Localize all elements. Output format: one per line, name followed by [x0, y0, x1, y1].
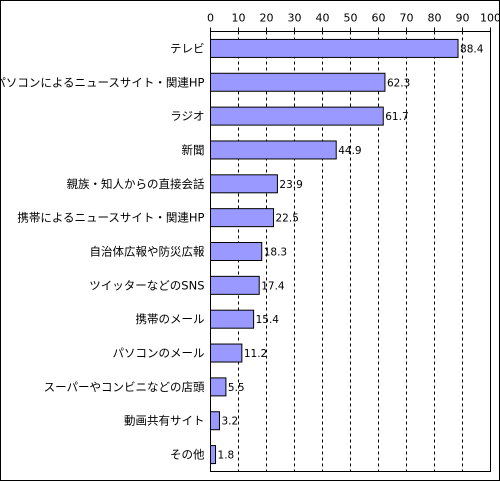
bar [210, 38, 459, 58]
data-label: 17.4 [261, 280, 285, 292]
category-label: 自治体広報や防災広報 [90, 245, 205, 259]
bars [210, 38, 459, 465]
data-label: 22.5 [276, 213, 299, 225]
data-label: 61.7 [385, 111, 408, 123]
value-labels: 88.4 62.3 61.7 44.9 23.9 22.5 18.3 17.4 15.4 11.2… [218, 43, 484, 461]
bar [210, 72, 386, 92]
bar [210, 208, 274, 228]
x-tick-label: 70 [400, 12, 414, 25]
grid-lines [238, 31, 463, 472]
data-label: 62.3 [387, 77, 410, 89]
category-label: 親族・知人からの直接会話 [67, 177, 205, 191]
data-label: 18.3 [264, 247, 287, 259]
data-label: 88.4 [460, 43, 484, 55]
x-tick-label: 30 [288, 12, 302, 25]
data-label: 23.9 [279, 179, 302, 191]
x-axis-ticks: 0 10 20 30 40 50 60 70 80 90 100 [207, 12, 500, 32]
category-label: 動画共有サイト [124, 414, 205, 428]
category-label: パソコンによるニュースサイト・関連HP [1, 75, 205, 89]
bar [210, 174, 278, 194]
category-label: ラジオ [170, 109, 204, 123]
bar [210, 445, 217, 465]
data-label: 5.5 [228, 382, 245, 394]
bar [210, 140, 337, 160]
plot-area-border [210, 31, 491, 472]
x-tick-label: 40 [316, 12, 330, 25]
x-tick-label: 10 [232, 12, 246, 25]
bar [210, 275, 260, 295]
data-label: 15.4 [256, 314, 280, 326]
x-tick-label: 90 [456, 12, 470, 25]
x-tick-label: 50 [344, 12, 358, 25]
data-label: 11.2 [244, 348, 267, 360]
category-label: 携帯のメール [136, 312, 205, 326]
bar [210, 411, 220, 431]
category-label: スーパーやコンビニなどの店頭 [44, 380, 205, 394]
category-label: 携帯によるニュースサイト・関連HP [17, 211, 204, 225]
x-tick-label: 20 [260, 12, 274, 25]
category-label: テレビ [170, 41, 205, 55]
category-label: その他 [170, 448, 205, 462]
x-tick-label: 100 [480, 12, 500, 25]
data-label: 3.2 [221, 416, 238, 428]
bar [210, 106, 384, 126]
bar [210, 309, 255, 329]
category-label: パソコンのメール [113, 346, 205, 360]
data-label: 1.8 [218, 450, 235, 462]
bar [210, 377, 227, 397]
x-tick-label: 80 [428, 12, 442, 25]
x-tick-label: 0 [207, 12, 214, 25]
category-label: 新聞 [182, 143, 205, 157]
category-label: ツイッターなどのSNS [89, 278, 204, 292]
x-tick-label: 60 [372, 12, 386, 25]
bar [210, 242, 263, 261]
bar [210, 343, 243, 363]
data-label: 44.9 [338, 145, 361, 157]
